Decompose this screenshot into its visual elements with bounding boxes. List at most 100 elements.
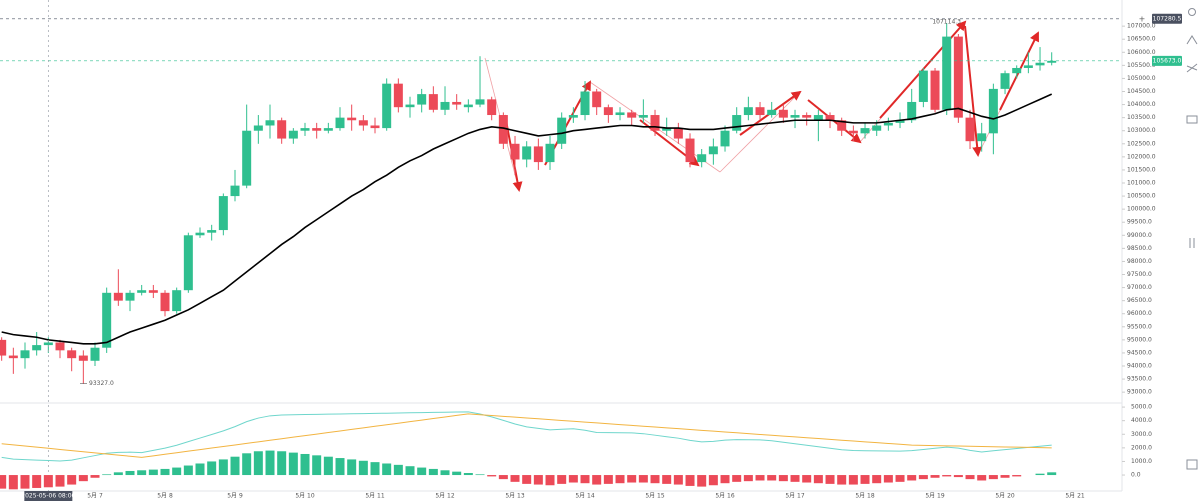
histogram-bar: [90, 475, 100, 478]
histogram-bar: [778, 475, 788, 482]
draw-icon[interactable]: [1186, 35, 1198, 45]
candle-body: [533, 146, 543, 163]
histogram-bar: [942, 475, 952, 477]
candle-body: [860, 128, 870, 134]
histogram-bar: [790, 475, 800, 482]
candle-body: [767, 109, 777, 116]
indicator-line: [1, 413, 1052, 458]
x-tick-label: 5月 19: [925, 493, 945, 500]
histogram-bar: [568, 475, 578, 483]
add-icon[interactable]: +: [1139, 15, 1146, 24]
x-tick-label: 5月 17: [785, 493, 805, 500]
histogram-bar: [662, 475, 672, 484]
candle-body: [148, 290, 158, 293]
histogram-bar: [930, 475, 940, 478]
candle-body: [755, 107, 765, 116]
candle-body: [0, 339, 7, 356]
candle-body: [953, 36, 963, 118]
y-tick-label: 104000.0: [1127, 101, 1156, 108]
candle-body: [627, 112, 637, 118]
histogram-bar: [813, 475, 823, 484]
candle-body: [20, 350, 30, 359]
histogram-bar: [708, 475, 718, 486]
histogram-bar: [557, 475, 567, 484]
histogram-bar: [393, 464, 403, 476]
candle-body: [102, 292, 112, 348]
candle-body: [288, 130, 298, 139]
candle-body: [475, 99, 485, 105]
high-annotation: 107114.3: [932, 19, 961, 26]
histogram-bar: [428, 468, 438, 476]
candle-body: [242, 130, 252, 186]
histogram-bar: [43, 475, 53, 488]
candle-body: [977, 133, 987, 142]
candle-body: [55, 342, 65, 351]
candle-body: [673, 128, 683, 139]
candle-body: [300, 128, 310, 131]
settings-icon[interactable]: [1188, 8, 1196, 16]
histogram-bar: [732, 475, 742, 482]
candle-body: [592, 91, 602, 108]
candle-body: [603, 107, 613, 116]
histogram-bar: [895, 475, 905, 482]
resize-icon[interactable]: [1189, 238, 1195, 248]
histogram-bar: [1047, 472, 1057, 476]
layout-icon[interactable]: [1186, 459, 1198, 470]
price-label-box: [1152, 13, 1182, 24]
y-tick-label: 102500.0: [1127, 140, 1156, 147]
y-tick-label: 103500.0: [1127, 114, 1156, 121]
y-tick-label: 94500.0: [1127, 349, 1152, 356]
candle-body: [720, 130, 730, 147]
y-tick-label: 98000.0: [1127, 258, 1152, 265]
x-tick-label: 5月 7: [87, 493, 103, 500]
y-tick-label: 96500.0: [1127, 297, 1152, 304]
candle-body: [510, 143, 520, 160]
candle-body: [732, 115, 742, 131]
y-tick-label: 100000.0: [1127, 206, 1156, 213]
candle-body: [253, 125, 263, 131]
indicator-line: [1, 411, 1052, 462]
histogram-bar: [300, 453, 310, 476]
histogram-bar: [720, 475, 730, 484]
candle-body: [907, 101, 917, 121]
camera-icon[interactable]: [1186, 115, 1198, 124]
histogram-bar: [627, 475, 637, 483]
histogram-bar: [183, 465, 193, 476]
candle-body: [183, 235, 193, 291]
candle-body: [207, 230, 217, 233]
histogram-bar: [137, 470, 147, 476]
candle-body: [463, 104, 473, 108]
candle-body: [1000, 73, 1010, 89]
histogram-bar: [1035, 473, 1045, 476]
candle-body: [277, 120, 287, 139]
x-tick-label: 5月 15: [645, 493, 665, 500]
histogram-bar: [335, 458, 345, 476]
candle-body: [650, 115, 660, 131]
candle-body: [335, 117, 345, 129]
histogram-bar: [20, 475, 30, 489]
histogram-bar: [32, 475, 42, 488]
indicator-icon[interactable]: [1186, 63, 1198, 73]
candle-body: [778, 109, 788, 118]
y-tick-label: 104500.0: [1127, 88, 1156, 95]
histogram-bar: [522, 475, 532, 484]
candle-body: [113, 292, 123, 301]
candle-body: [32, 345, 42, 351]
candle-body: [195, 232, 205, 236]
histogram-bar: [988, 475, 998, 480]
candle-body: [545, 143, 555, 163]
x-tick-label: 5月 21: [1065, 493, 1085, 500]
y-tick-label: 93500.0: [1127, 376, 1152, 383]
y-tick-label: 0.0: [1131, 472, 1141, 479]
candle-body: [697, 154, 707, 163]
histogram-bar: [673, 475, 683, 485]
histogram-bar: [848, 475, 858, 485]
candle-body: [1035, 62, 1045, 66]
x-tick-label: 5月 10: [295, 493, 315, 500]
histogram-bar: [650, 475, 660, 484]
histogram-bar: [802, 475, 812, 483]
candle-body: [988, 88, 998, 134]
histogram-bar: [638, 475, 648, 483]
y-tick-label: 98500.0: [1127, 245, 1152, 252]
histogram-bar: [907, 475, 917, 481]
